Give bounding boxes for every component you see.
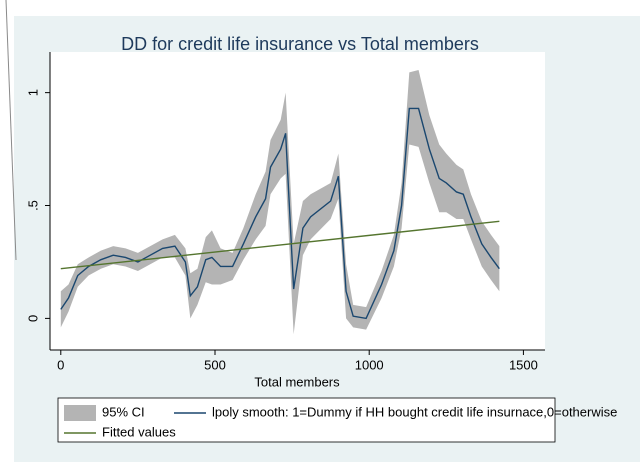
series-line (60, 220, 500, 270)
x-tick-label: 0 (57, 357, 64, 372)
legend-swatch (64, 405, 96, 421)
legend-label: lpoly smooth: 1=Dummy if HH bought credi… (212, 404, 617, 419)
chart-title: DD for credit life insurance vs Total me… (121, 34, 479, 54)
x-tick-label: 1000 (355, 357, 384, 372)
y-tick-label: 0 (25, 315, 40, 322)
y-tick-label: 1 (25, 89, 40, 96)
legend-label: 95% CI (102, 404, 145, 419)
axes: 0 500 1000 1500 0 .5 1 (25, 52, 545, 372)
x-tick-label: 1500 (509, 357, 538, 372)
legend (57, 397, 556, 443)
ci-band (60, 70, 500, 335)
series-line (60, 107, 500, 320)
x-tick-label: 500 (204, 357, 226, 372)
legend-label: Fitted values (102, 424, 176, 439)
y-tick-label: .5 (25, 200, 40, 211)
edge-artifact (5, 0, 17, 261)
x-axis-label: Total members (254, 374, 340, 389)
plot (60, 70, 500, 335)
legend-items: 95% CI lpoly smooth: 1=Dummy if HH bought… (64, 404, 617, 439)
